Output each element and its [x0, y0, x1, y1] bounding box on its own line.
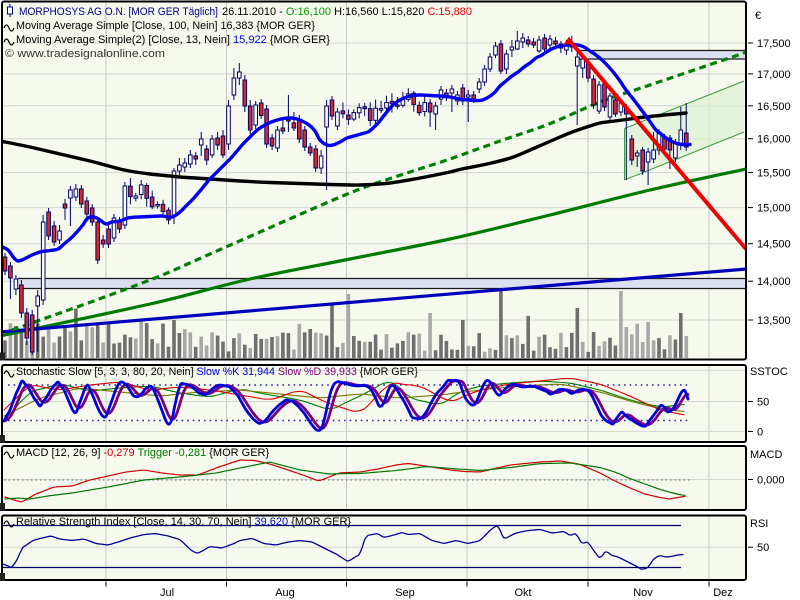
svg-text:RSI: RSI: [750, 518, 768, 530]
svg-text:16,000: 16,000: [757, 134, 791, 146]
svg-text:Jul: Jul: [160, 587, 174, 599]
svg-text:15,000: 15,000: [757, 203, 791, 215]
svg-text:€: €: [755, 10, 761, 22]
svg-text:MACD [12, 26, 9] -0,279 Trigge: MACD [12, 26, 9] -0,279 Trigger -0,281 {…: [16, 447, 269, 459]
svg-text:Stochastic Slow [5, 3, 3, 80,: Stochastic Slow [5, 3, 3, 80, 20, Nein] …: [16, 366, 418, 378]
svg-text:14,000: 14,000: [757, 276, 791, 288]
svg-text:Dez: Dez: [713, 587, 733, 599]
svg-text:MORPHOSYS AG O.N. [MOR GER Tä: MORPHOSYS AG O.N. [MOR GER Täglich]: [19, 6, 218, 18]
svg-text:26.11.2010 - O:16,100 H:16,560: 26.11.2010 - O:16,100 H:16,560 L:15,820 …: [222, 6, 472, 18]
svg-text:© www.tradesignalonline.com: © www.tradesignalonline.com: [5, 48, 165, 60]
svg-text:13,500: 13,500: [757, 315, 791, 327]
svg-text:50: 50: [757, 542, 769, 554]
svg-text:50: 50: [757, 397, 769, 409]
svg-text:17,500: 17,500: [757, 38, 791, 50]
svg-text:Sep: Sep: [395, 587, 415, 599]
svg-text:Moving Average Simple [Close,: Moving Average Simple [Close, 100, Nein]…: [16, 20, 315, 32]
svg-text:15,500: 15,500: [757, 168, 791, 180]
svg-text:Moving Average Simple(2) [Clos: Moving Average Simple(2) [Close, 13, Nei…: [16, 34, 330, 46]
svg-text:Aug: Aug: [275, 587, 295, 599]
svg-text:16,500: 16,500: [757, 101, 791, 113]
svg-text:SSTOC: SSTOC: [750, 366, 788, 378]
svg-text:17,000: 17,000: [757, 69, 791, 81]
svg-text:Okt: Okt: [514, 587, 531, 599]
svg-text:14,500: 14,500: [757, 239, 791, 251]
svg-text:Nov: Nov: [633, 587, 653, 599]
svg-text:0,000: 0,000: [757, 475, 785, 487]
svg-text:MACD: MACD: [750, 449, 782, 461]
svg-text:0: 0: [757, 426, 763, 438]
svg-text:Relative Strength Index [Close: Relative Strength Index [Close, 14, 30, …: [16, 516, 351, 528]
